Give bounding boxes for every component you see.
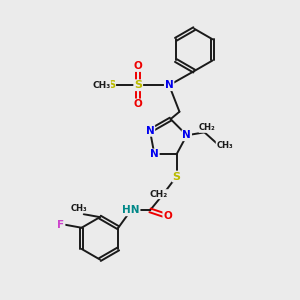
Text: S: S	[134, 80, 142, 90]
Text: CH₃: CH₃	[216, 141, 233, 150]
Text: CH₂: CH₂	[199, 123, 216, 132]
Text: N: N	[182, 130, 191, 140]
Text: S: S	[108, 80, 115, 90]
Text: O: O	[134, 99, 142, 110]
Text: HN: HN	[122, 206, 140, 215]
Text: CH₃: CH₃	[92, 81, 110, 90]
Text: O: O	[134, 61, 142, 71]
Text: S: S	[172, 172, 181, 182]
Text: O: O	[163, 211, 172, 221]
Text: CH₂: CH₂	[150, 190, 168, 199]
Text: N: N	[150, 149, 159, 159]
Text: F: F	[57, 220, 64, 230]
Text: CH₃: CH₃	[71, 204, 88, 213]
Text: N: N	[146, 126, 154, 136]
Text: N: N	[165, 80, 173, 90]
